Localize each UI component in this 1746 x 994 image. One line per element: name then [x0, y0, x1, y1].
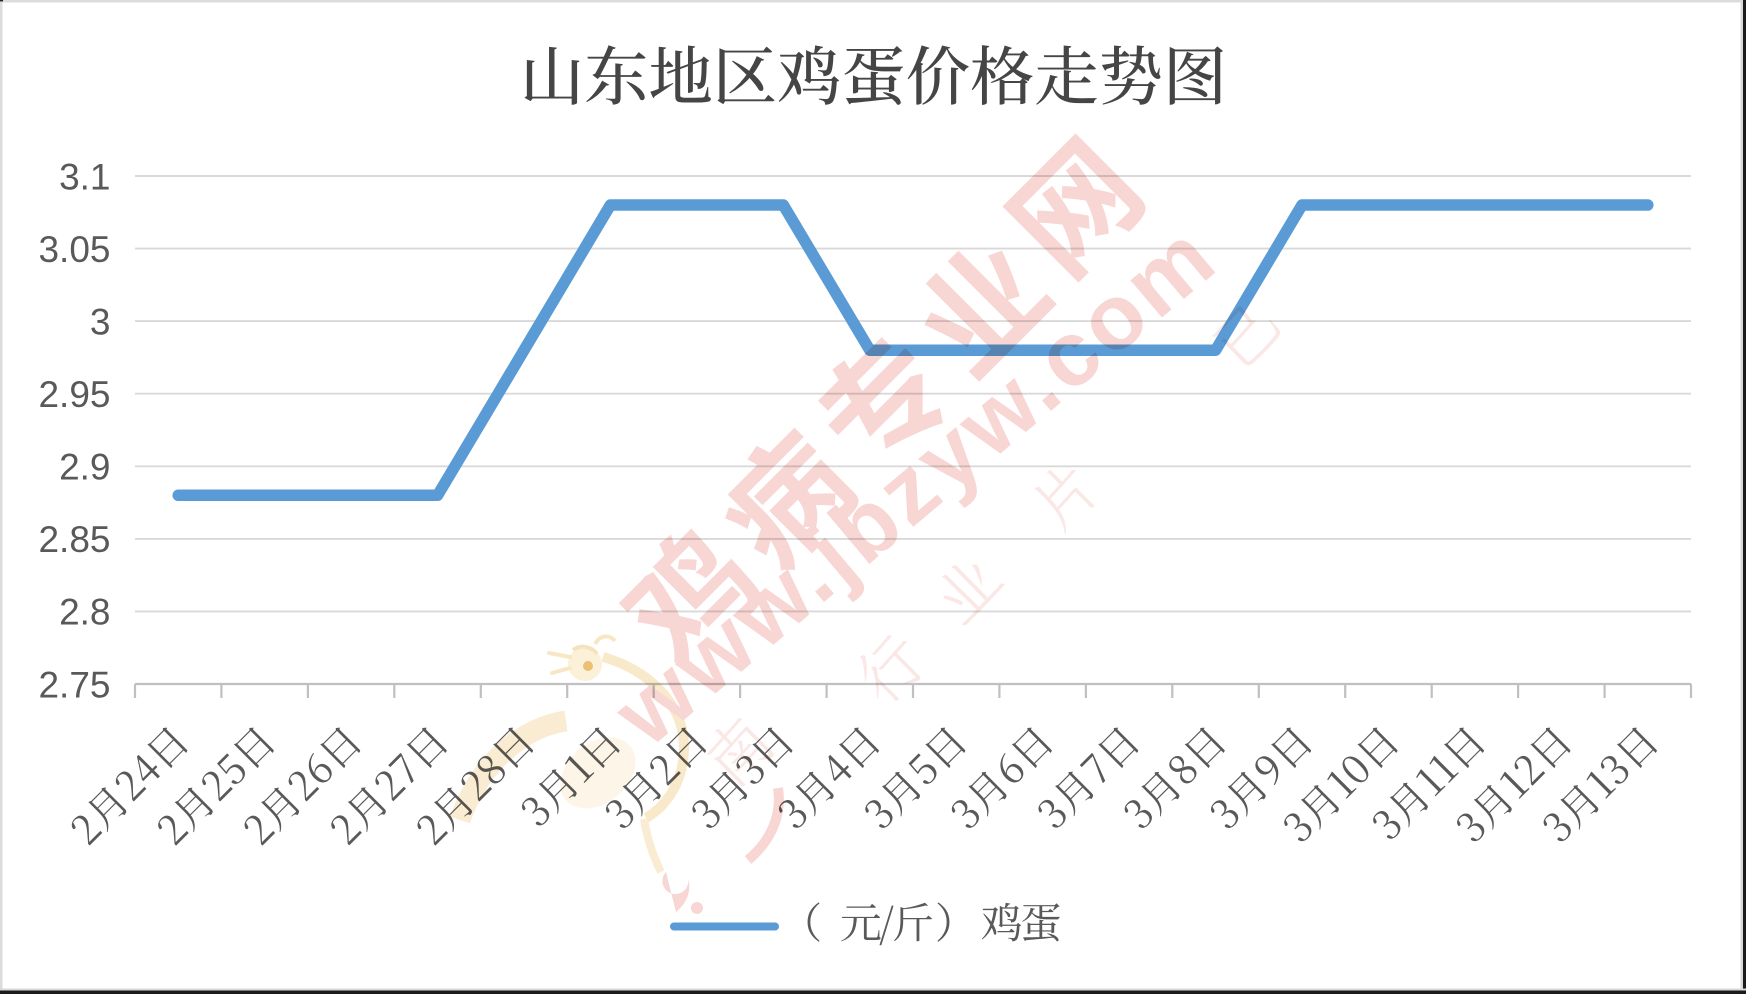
svg-text:2.95: 2.95	[38, 374, 110, 415]
svg-text:2.8: 2.8	[59, 592, 110, 633]
svg-text:2.9: 2.9	[59, 447, 110, 488]
svg-text:2.75: 2.75	[38, 664, 110, 705]
svg-text:3: 3	[90, 301, 111, 342]
svg-text:3.1: 3.1	[59, 156, 110, 197]
svg-text:2.85: 2.85	[38, 519, 110, 560]
svg-text:3.05: 3.05	[38, 229, 110, 270]
